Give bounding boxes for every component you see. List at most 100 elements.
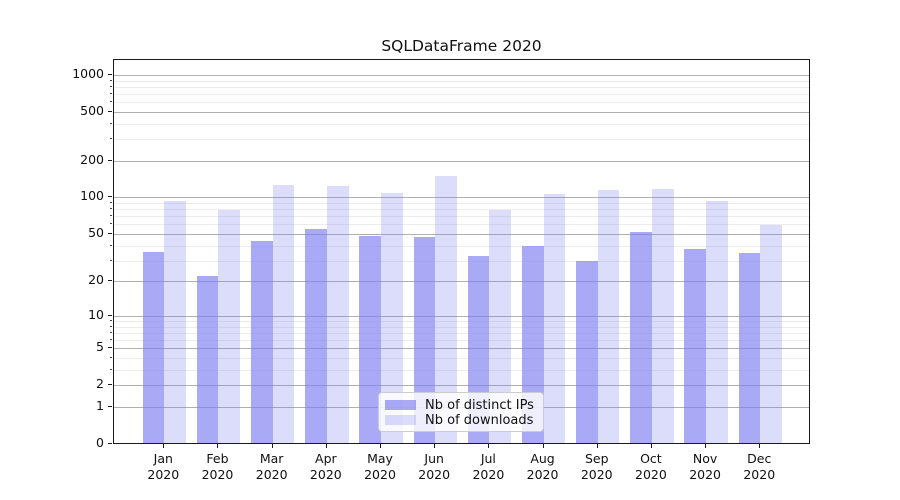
minor-gridline-3 — [114, 369, 809, 371]
gridline-5 — [114, 348, 809, 350]
bar-nb-of-downloads-sep — [597, 189, 620, 443]
bar-nb-of-distinct-ips-jan — [142, 251, 165, 443]
y-tick-200 — [108, 159, 112, 161]
x-tick-sep — [596, 444, 598, 448]
y-minor-tick-300 — [110, 138, 112, 140]
y-tick-1 — [108, 405, 112, 407]
y-tick-100 — [108, 196, 112, 198]
x-tick-label-oct: Oct 2020 — [635, 451, 667, 482]
gridline-20 — [114, 281, 809, 283]
gridline-1000 — [114, 74, 809, 76]
legend: Nb of distinct IPs Nb of downloads — [378, 392, 544, 432]
bar-nb-of-downloads-aug — [543, 194, 566, 443]
y-tick-label-5: 5 — [96, 339, 104, 355]
y-minor-tick-6 — [110, 339, 112, 341]
y-tick-10 — [108, 314, 112, 316]
legend-row-distinct-ips: Nb of distinct IPs — [385, 398, 537, 413]
bar-nb-of-distinct-ips-jun — [413, 237, 436, 443]
y-minor-tick-8 — [110, 325, 112, 327]
minor-gridline-70 — [114, 216, 809, 218]
x-tick-label-nov: Nov 2020 — [689, 451, 721, 482]
y-minor-tick-4 — [110, 357, 112, 359]
y-minor-tick-9 — [110, 320, 112, 321]
y-minor-tick-70 — [110, 215, 112, 217]
bar-nb-of-downloads-jul — [489, 210, 512, 443]
x-tick-mar — [271, 444, 273, 448]
y-tick-1000 — [108, 73, 112, 75]
bar-nb-of-distinct-ips-mar — [250, 240, 273, 443]
y-tick-0 — [108, 443, 112, 444]
y-minor-tick-30 — [110, 259, 112, 261]
gridline-500 — [114, 111, 809, 113]
minor-gridline-6 — [114, 340, 809, 342]
gridline-2 — [114, 385, 809, 387]
minor-gridline-700 — [114, 93, 809, 95]
legend-swatch-downloads — [385, 415, 416, 425]
x-tick-jul — [488, 444, 490, 448]
y-minor-tick-90 — [110, 202, 112, 204]
x-tick-label-dec: Dec 2020 — [743, 451, 776, 482]
y-minor-tick-7 — [110, 331, 112, 333]
y-minor-tick-3 — [110, 368, 112, 370]
minor-gridline-600 — [114, 102, 809, 104]
x-tick-label-may: May 2020 — [364, 451, 396, 482]
x-tick-label-jan: Jan 2020 — [147, 451, 180, 482]
x-tick-may — [380, 444, 382, 448]
minor-gridline-60 — [114, 224, 809, 226]
gridline-50 — [114, 233, 809, 235]
bar-nb-of-distinct-ips-sep — [576, 261, 598, 443]
x-tick-label-jun: Jun 2020 — [418, 451, 451, 482]
y-tick-500 — [108, 110, 112, 112]
legend-label-downloads: Nb of downloads — [425, 412, 534, 428]
x-tick-jun — [434, 444, 436, 448]
y-minor-tick-400 — [110, 122, 112, 124]
y-tick-50 — [108, 232, 112, 234]
y-tick-label-10: 10 — [88, 306, 104, 322]
minor-gridline-40 — [114, 245, 809, 247]
bar-nb-of-downloads-jun — [435, 176, 457, 443]
minor-gridline-8 — [114, 326, 809, 328]
minor-gridline-400 — [114, 123, 809, 125]
bar-nb-of-distinct-ips-apr — [305, 228, 327, 443]
y-minor-tick-700 — [110, 92, 112, 94]
y-minor-tick-800 — [110, 85, 112, 87]
bar-nb-of-downloads-apr — [326, 185, 349, 443]
y-minor-tick-600 — [110, 101, 112, 103]
y-tick-label-200: 200 — [80, 151, 104, 167]
bar-nb-of-downloads-nov — [706, 201, 728, 443]
x-tick-label-feb: Feb 2020 — [201, 451, 234, 482]
minor-gridline-80 — [114, 209, 809, 211]
chart-title: SQLDataFrame 2020 — [381, 37, 542, 55]
bar-nb-of-downloads-mar — [272, 184, 295, 443]
y-tick-5 — [108, 347, 112, 349]
bar-nb-of-distinct-ips-nov — [684, 248, 707, 443]
minor-gridline-7 — [114, 332, 809, 334]
x-tick-label-aug: Aug 2020 — [526, 451, 559, 482]
bar-nb-of-downloads-jan — [164, 201, 186, 443]
minor-gridline-9 — [114, 321, 809, 322]
y-minor-tick-80 — [110, 208, 112, 210]
y-minor-tick-60 — [110, 223, 112, 225]
legend-row-downloads: Nb of downloads — [385, 412, 537, 428]
x-tick-feb — [217, 444, 219, 448]
y-tick-label-1000: 1000 — [72, 65, 104, 81]
bar-nb-of-distinct-ips-oct — [630, 231, 652, 443]
y-tick-20 — [108, 280, 112, 282]
bar-nb-of-distinct-ips-may — [359, 236, 381, 443]
minor-gridline-800 — [114, 86, 809, 88]
legend-swatch-distinct-ips — [385, 400, 416, 410]
minor-gridline-30 — [114, 260, 809, 262]
y-tick-2 — [108, 384, 112, 386]
x-tick-label-apr: Apr 2020 — [309, 451, 342, 482]
x-tick-label-jul: Jul 2020 — [472, 451, 505, 482]
y-minor-tick-40 — [110, 244, 112, 246]
minor-gridline-4 — [114, 358, 809, 360]
x-tick-label-sep: Sep 2020 — [580, 451, 613, 482]
y-tick-label-20: 20 — [88, 272, 104, 288]
x-tick-jan — [163, 444, 165, 448]
y-minor-tick-900 — [110, 79, 112, 81]
bar-nb-of-downloads-feb — [218, 210, 241, 443]
x-tick-aug — [542, 444, 544, 448]
bar-nb-of-distinct-ips-feb — [196, 275, 219, 443]
